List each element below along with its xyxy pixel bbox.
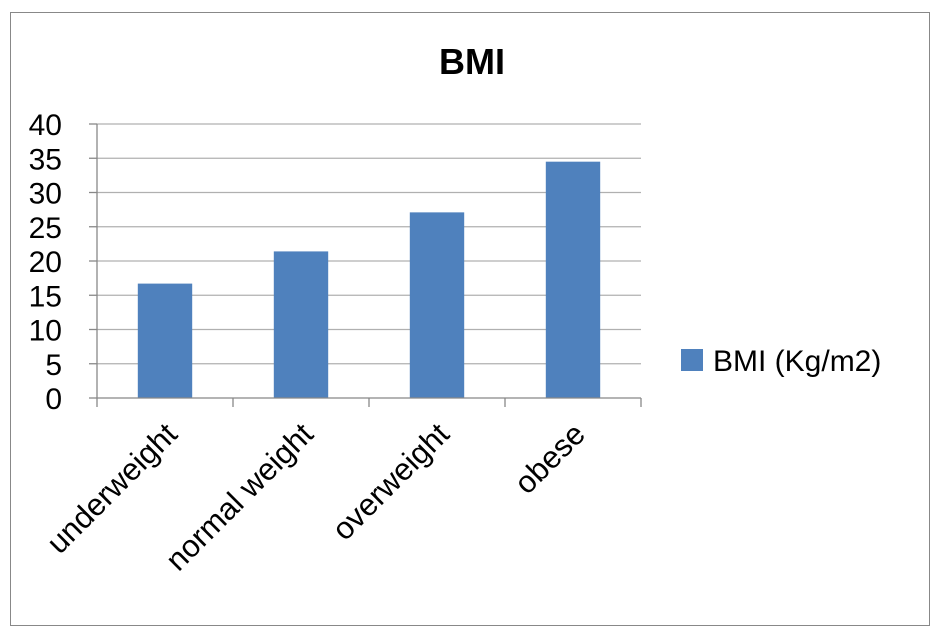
y-tick-label: 10: [29, 315, 62, 348]
bar-obese: [545, 161, 601, 398]
legend: BMI (Kg/m2): [681, 345, 881, 378]
bars: [137, 161, 601, 398]
axes: [89, 123, 642, 407]
y-tick-label: 25: [29, 212, 62, 245]
y-tick-label: 30: [29, 178, 62, 211]
legend-swatch: [681, 349, 703, 371]
legend-label: BMI (Kg/m2): [713, 345, 881, 378]
bar-overweight: [409, 212, 465, 398]
y-tick-label: 0: [45, 383, 62, 416]
y-tick-label: 35: [29, 143, 62, 176]
bar-normal-weight: [273, 251, 329, 398]
y-tick-label: 15: [29, 280, 62, 313]
x-category-label: overweight: [325, 416, 456, 547]
y-tick-label: 5: [45, 349, 62, 382]
bar-underweight: [137, 283, 193, 398]
y-tick-label: 20: [29, 246, 62, 279]
y-tick-label: 40: [29, 109, 62, 142]
x-category-label: obese: [507, 416, 591, 500]
x-category-label: underweight: [40, 416, 184, 560]
chart-title: BMI: [439, 41, 505, 82]
